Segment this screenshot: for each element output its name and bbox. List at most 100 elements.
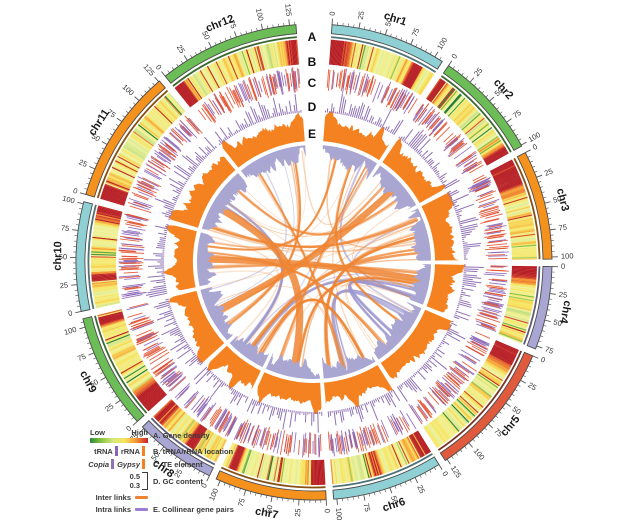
tick-label: 125 — [449, 464, 463, 479]
ideogram-chr11 — [85, 80, 166, 198]
trna-rrna-ticks — [197, 67, 301, 124]
gc-content-area — [372, 165, 417, 211]
te-gypsy-area — [323, 111, 390, 161]
inter-link — [331, 279, 423, 371]
trna-rrna-ticks — [475, 265, 509, 332]
chromosome-label-chr3: chr3 — [554, 187, 571, 212]
tick-label: 0 — [561, 262, 565, 271]
track-label-D: D — [308, 100, 317, 114]
chromosome-chr12: 0 25 50 75 100 125 chr12 — [154, 3, 306, 178]
tick-label: 25 — [472, 66, 484, 78]
legend-row-gc: 0.5 0.3 D. GC content — [50, 472, 234, 490]
inter-link — [201, 178, 390, 260]
legend-gene-density-label: A. Gene density — [153, 431, 210, 440]
legend-gc-label: D. GC content — [153, 476, 203, 486]
gc-content-area — [201, 173, 248, 230]
ideogram-chr3 — [516, 151, 553, 260]
te-copia-spikes — [193, 366, 249, 406]
scale-ticks-chr6: 0 25 50 75 100 — [334, 464, 450, 521]
tick-label: 0 — [199, 482, 209, 490]
track-label-B: B — [308, 55, 317, 69]
chromosome-label-chr4: chr4 — [557, 299, 573, 325]
inter-link — [332, 159, 367, 362]
tick-label: 100 — [435, 36, 449, 51]
tick-label: 0 — [323, 508, 332, 513]
te-copia-spikes — [398, 129, 460, 189]
gc-content-area — [322, 355, 376, 379]
te-gypsy-area — [162, 225, 197, 291]
chromosome-chr10: 0 25 50 75 100 chr10 — [52, 194, 217, 318]
gc-content-area — [373, 301, 422, 360]
tick-label: 100 — [561, 251, 574, 260]
tick-label: 50 — [59, 252, 68, 261]
te-copia-spikes — [246, 398, 323, 433]
gc-content-area — [229, 336, 270, 368]
inter-link — [209, 285, 346, 370]
trna-rrna-ticks — [126, 302, 186, 392]
tick-label: 50 — [88, 377, 100, 389]
te-copia-spikes — [214, 93, 302, 146]
tick-label: 0 — [440, 470, 450, 478]
trna-rrna-ticks — [326, 68, 418, 115]
tick-label: 50 — [383, 17, 394, 28]
inter-link — [258, 223, 420, 360]
trna-rrna-ticks — [408, 331, 491, 425]
chromosome-label-chr12: chr12 — [204, 13, 236, 35]
gene-density-heatmap — [329, 39, 435, 96]
inter-link — [203, 157, 356, 250]
tick-label: 125 — [283, 3, 293, 16]
tick-label: 50 — [389, 494, 400, 505]
gene-density-heatmap — [498, 265, 537, 344]
inter-link — [218, 184, 396, 237]
tick-label: 25 — [103, 401, 115, 413]
inter-link — [205, 225, 421, 289]
legend-te-label: C. TE element — [153, 459, 203, 469]
te-copia-spikes — [453, 264, 484, 321]
trna-rrna-ticks — [118, 213, 149, 300]
tick-label: 50 — [552, 194, 562, 205]
gc-range-bracket — [142, 472, 148, 490]
legend-row-links: Inter links Intra links E. Collinear gen… — [50, 493, 234, 514]
tick-label: 75 — [544, 344, 555, 355]
inter-link — [202, 270, 282, 350]
inter-link — [277, 284, 420, 369]
gene-density-heatmap — [153, 399, 227, 463]
te-gypsy-area — [426, 264, 466, 313]
trna-rrna-ticks — [327, 410, 417, 457]
legend-gc-max: 0.5 — [129, 472, 140, 481]
ideogram-inner-line — [150, 417, 216, 466]
trna-color-swatch — [114, 446, 118, 456]
ideogram-chr9 — [82, 316, 145, 423]
tick-label: 100 — [63, 325, 78, 337]
ideogram-inner-line — [87, 204, 97, 310]
te-gypsy-area — [257, 372, 322, 414]
tick-label: 0 — [328, 11, 337, 16]
tick-label: 25 — [77, 157, 88, 169]
gene-density-heatmap — [90, 205, 123, 309]
te-copia-spikes — [446, 189, 482, 260]
tick-label: 50 — [90, 132, 102, 144]
inter-link — [206, 228, 424, 253]
rrna-color-swatch — [142, 446, 145, 456]
inter-link — [231, 184, 405, 236]
inter-link — [208, 222, 420, 301]
te-copia-spikes — [327, 389, 401, 426]
inter-link — [207, 216, 418, 248]
gc-content-area — [322, 145, 378, 181]
inter-link — [324, 234, 424, 373]
inter-link-trunk — [201, 256, 426, 283]
intra-link — [205, 162, 287, 292]
legend-inter-links-label: Inter links — [95, 493, 131, 502]
chromosome-label-chr9: chr9 — [77, 369, 98, 395]
legend-gc-min: 0.3 — [129, 481, 140, 490]
inter-link — [203, 152, 339, 251]
tick-label: 0 — [539, 355, 546, 365]
chromosome-label-chr10: chr10 — [52, 241, 65, 271]
tick-label: 25 — [172, 467, 184, 479]
inter-link — [334, 156, 407, 327]
